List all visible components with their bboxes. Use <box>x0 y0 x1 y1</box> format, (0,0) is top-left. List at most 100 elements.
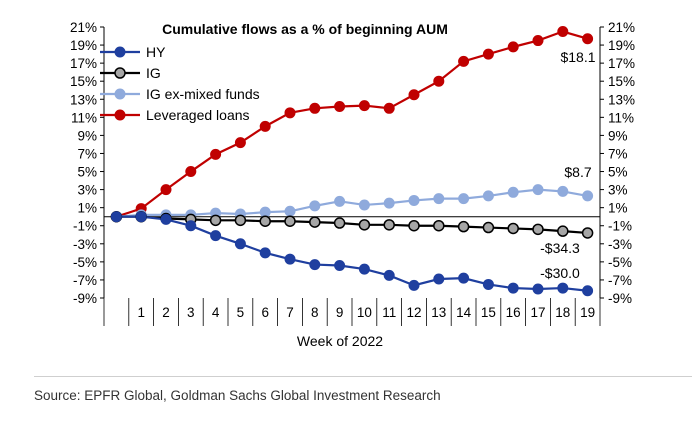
data-point <box>458 193 470 205</box>
legend-marker <box>114 88 126 100</box>
x-tick-label: 8 <box>311 305 319 320</box>
data-point <box>309 102 321 114</box>
y-tick-label-right: -5% <box>608 255 632 270</box>
y-tick-label-left: 3% <box>77 183 97 198</box>
legend-marker <box>114 67 126 79</box>
x-tick-label: 14 <box>456 305 472 320</box>
data-point <box>582 33 594 45</box>
y-tick-label-right: 5% <box>608 165 628 180</box>
data-point <box>309 259 321 271</box>
data-point <box>532 283 544 295</box>
data-point <box>433 219 445 232</box>
data-point <box>582 285 594 297</box>
annotation-label: -$30.0 <box>540 265 580 281</box>
x-tick-label: 2 <box>162 305 170 320</box>
y-tick-label-right: 11% <box>608 110 634 125</box>
x-axis-label: Week of 2022 <box>297 333 383 349</box>
data-point <box>333 217 346 229</box>
y-tick-label-left: 1% <box>77 201 97 216</box>
x-tick-label: 5 <box>237 305 245 320</box>
data-point <box>383 219 395 231</box>
data-point <box>358 263 370 275</box>
legend-label: Leveraged loans <box>146 107 250 123</box>
legend-label: IG ex-mixed funds <box>146 86 260 102</box>
data-point <box>358 100 370 112</box>
data-point <box>185 220 197 232</box>
data-point <box>234 137 246 149</box>
x-tick-label: 17 <box>530 305 545 320</box>
data-point <box>433 273 445 285</box>
data-point <box>507 282 519 294</box>
x-tick-label: 4 <box>212 305 220 320</box>
y-tick-label-left: 11% <box>71 110 97 125</box>
data-point <box>557 26 569 38</box>
data-point <box>259 120 271 132</box>
legend-marker <box>114 109 126 121</box>
data-point <box>110 211 122 223</box>
x-tick-label: 15 <box>481 305 496 320</box>
data-point <box>185 166 197 178</box>
data-point <box>408 279 420 291</box>
y-tick-label-right: 19% <box>608 38 635 53</box>
x-tick-label: 11 <box>382 305 396 320</box>
divider <box>34 376 692 377</box>
data-point <box>309 216 321 228</box>
series-lines <box>110 26 594 297</box>
data-point <box>160 213 172 225</box>
legend-label: IG <box>146 65 161 81</box>
y-tick-label-right: -1% <box>608 219 632 234</box>
data-point <box>334 259 346 271</box>
annotation-label: $18.1 <box>560 49 595 65</box>
y-tick-label-left: 7% <box>77 146 97 161</box>
annotation-label: -$34.3 <box>540 240 580 256</box>
data-point <box>507 186 519 198</box>
data-point <box>234 214 247 227</box>
data-point <box>482 48 494 60</box>
x-tick-label: 10 <box>357 305 372 320</box>
y-tick-label-right: -3% <box>608 237 632 252</box>
y-tick-label-right: 13% <box>608 92 635 107</box>
data-point <box>507 222 519 235</box>
data-point <box>358 219 371 231</box>
y-tick-label-left: -3% <box>73 237 97 252</box>
data-point <box>582 190 594 202</box>
x-tick-label: 1 <box>137 305 145 320</box>
data-point <box>532 35 544 47</box>
data-point <box>160 184 172 196</box>
data-point <box>581 227 594 239</box>
x-tick-label: 13 <box>431 305 446 320</box>
chart-title: Cumulative flows as a % of beginning AUM <box>162 21 448 37</box>
y-tick-label-right: 21% <box>608 20 635 35</box>
data-point <box>259 215 271 227</box>
data-point <box>284 205 296 217</box>
data-point <box>210 230 222 242</box>
y-tick-label-right: 7% <box>608 146 628 161</box>
y-tick-label-left: -1% <box>73 219 97 234</box>
data-point <box>259 247 271 259</box>
data-point <box>209 214 222 227</box>
data-point <box>482 190 494 202</box>
x-tick-label: 7 <box>286 305 294 320</box>
x-tick-label: 12 <box>406 305 421 320</box>
data-point <box>532 184 544 196</box>
y-tick-label-right: 15% <box>608 74 635 89</box>
data-point <box>135 211 147 223</box>
data-point <box>482 278 494 290</box>
legend-marker <box>114 46 126 58</box>
data-point <box>482 221 495 234</box>
y-tick-label-left: 5% <box>77 165 97 180</box>
data-point <box>458 272 470 284</box>
annotation-label: $8.7 <box>564 164 591 180</box>
x-tick-label: 6 <box>261 305 269 320</box>
data-point <box>557 185 569 197</box>
axes: 21% 21%19% 19%17% 17%15% 15%13% 13%11% 11%9% 9%… <box>70 20 635 326</box>
legend-label: HY <box>146 44 166 60</box>
y-tick-label-left: 13% <box>70 92 97 107</box>
data-point <box>458 55 470 67</box>
y-tick-label-left: 19% <box>70 38 97 53</box>
y-tick-label-left: -7% <box>73 273 97 288</box>
data-point <box>408 194 420 206</box>
x-tick-label: 16 <box>506 305 521 320</box>
data-point <box>507 41 519 53</box>
data-point <box>383 197 395 209</box>
